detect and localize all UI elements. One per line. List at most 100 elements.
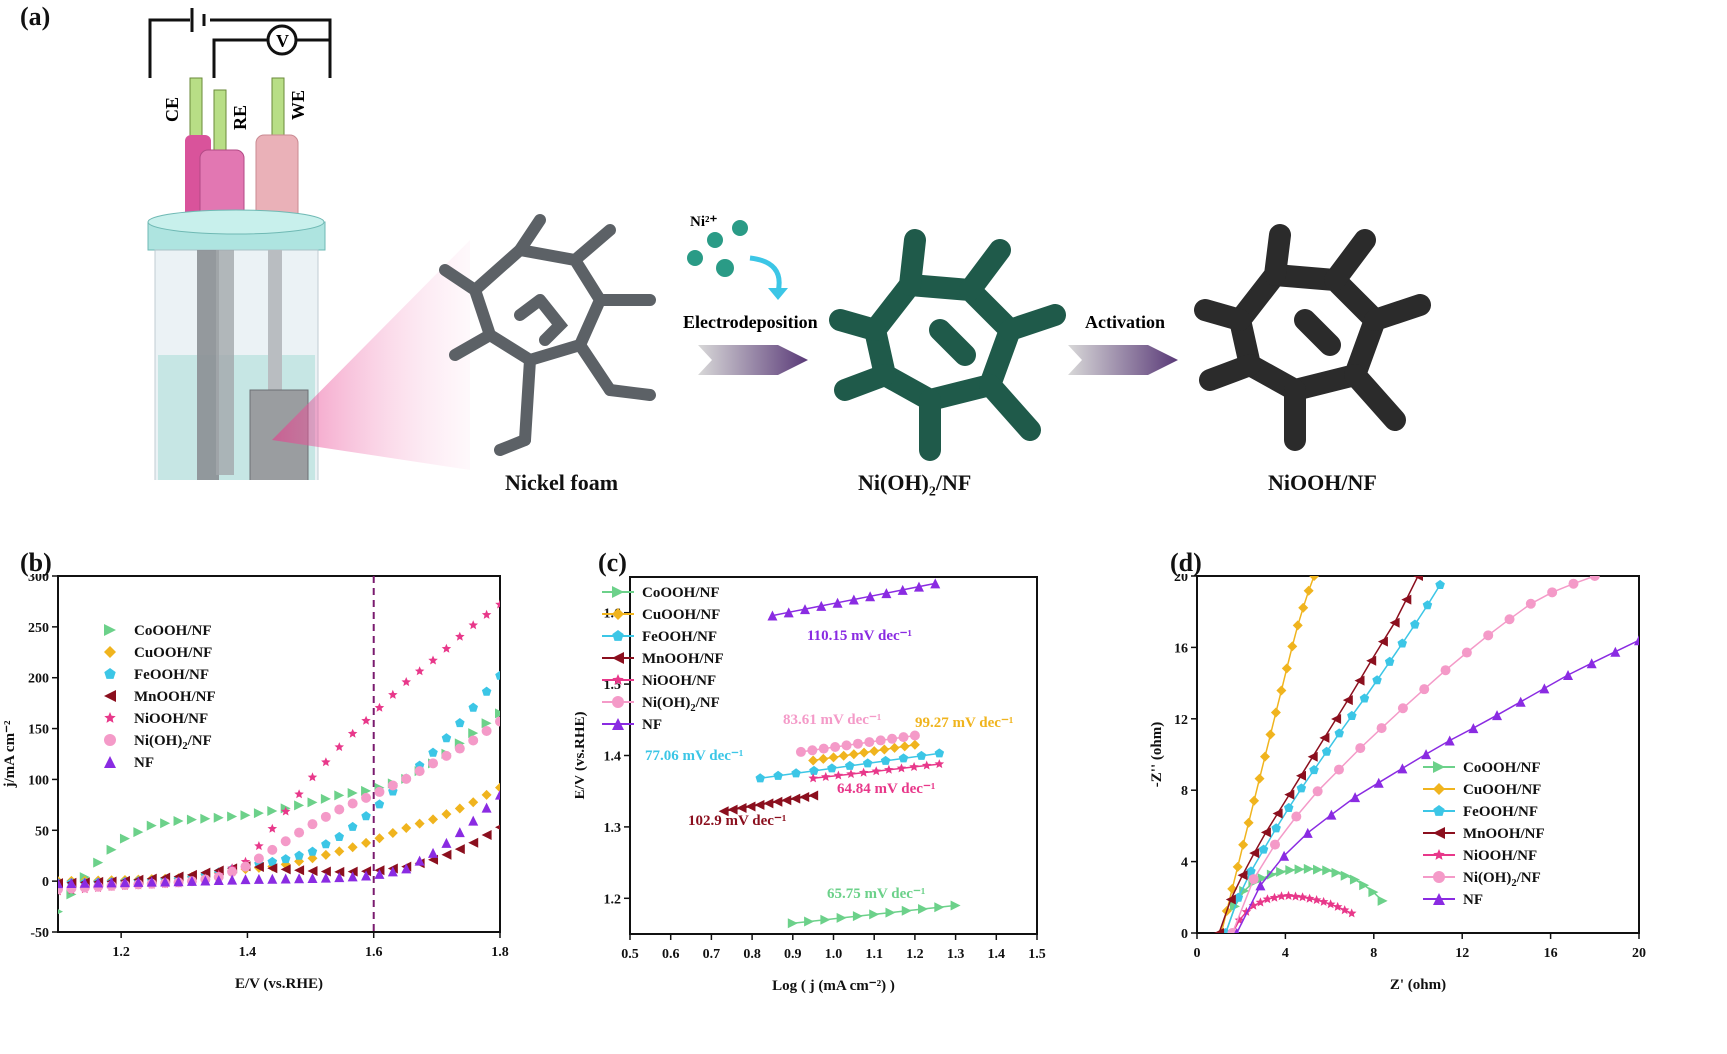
data-point — [1312, 895, 1322, 904]
data-point — [1355, 676, 1365, 686]
data-point — [1374, 778, 1384, 788]
data-point — [254, 874, 264, 884]
legend-label: CuOOH/NF — [1463, 782, 1541, 798]
data-point — [845, 761, 855, 770]
data-point — [1343, 695, 1353, 705]
nioh2-caption: Ni(OH)2/NF — [858, 470, 971, 500]
data-point — [1284, 803, 1294, 812]
data-point — [819, 744, 829, 754]
nioh2-caption-tail: /NF — [936, 470, 971, 495]
x-tick-label: 1.2 — [906, 947, 924, 962]
data-point — [254, 808, 264, 818]
niooh-caption: NiOOH/NF — [1268, 470, 1377, 496]
data-point — [428, 848, 438, 858]
data-point — [890, 743, 900, 753]
data-point — [334, 846, 344, 856]
legend-label: NiOOH/NF — [134, 711, 208, 727]
data-point — [1298, 892, 1308, 901]
legend-label: CuOOH/NF — [642, 607, 720, 623]
data-point — [1468, 723, 1478, 733]
we-label: WE — [288, 90, 308, 120]
curved-arrow — [750, 258, 779, 292]
slope-label: 64.84 mV dec⁻¹ — [837, 781, 935, 797]
x-tick-label: 16 — [1544, 946, 1558, 961]
data-point — [1341, 871, 1351, 881]
legend-marker — [1433, 805, 1444, 816]
y-tick-label: 1.3 — [604, 821, 622, 836]
data-point — [415, 666, 425, 675]
data-point — [482, 687, 492, 696]
series-feoohnf — [53, 671, 505, 888]
legend-label: FeOOH/NF — [134, 667, 209, 683]
data-point — [846, 769, 856, 778]
data-point — [294, 873, 304, 883]
legend-label: FeOOH/NF — [1463, 804, 1538, 820]
data-point — [1423, 600, 1433, 609]
data-point — [428, 758, 438, 768]
legend-label: CuOOH/NF — [134, 645, 212, 661]
legend-marker — [104, 646, 116, 658]
data-point — [1293, 620, 1303, 630]
data-point — [864, 737, 874, 747]
data-point — [884, 765, 894, 774]
x-tick-label: 0.7 — [703, 947, 721, 962]
data-point — [1435, 580, 1445, 589]
data-point — [849, 749, 859, 759]
data-point — [1291, 812, 1301, 822]
re-electrode — [216, 250, 234, 475]
data-point — [1547, 587, 1557, 597]
data-point — [441, 850, 451, 860]
data-point — [935, 759, 945, 768]
data-point — [468, 816, 478, 826]
nioh2-structure — [840, 240, 1055, 450]
data-point — [1377, 723, 1387, 733]
data-point — [200, 814, 210, 824]
data-point — [107, 845, 117, 855]
y-tick-label: 20 — [1174, 574, 1188, 585]
data-point — [348, 788, 358, 798]
legend-label: NF — [642, 717, 662, 733]
data-point — [321, 794, 331, 804]
data-point — [388, 780, 398, 790]
data-point — [1331, 868, 1341, 878]
data-point — [468, 735, 478, 745]
data-point — [859, 768, 869, 777]
data-point — [482, 790, 492, 800]
data-point — [294, 789, 304, 798]
data-point — [773, 771, 783, 780]
y-tick-label: 8 — [1181, 784, 1188, 799]
data-point — [281, 854, 291, 863]
nioh2-caption-sub: 2 — [929, 484, 936, 499]
data-point — [1270, 893, 1280, 902]
data-point — [361, 716, 371, 725]
data-point — [374, 787, 384, 797]
data-point — [1539, 683, 1549, 693]
data-point — [1276, 685, 1286, 695]
ion-dot — [732, 220, 748, 236]
activation-label: Activation — [1085, 312, 1165, 332]
data-point — [737, 803, 747, 813]
x-tick-label: 1.3 — [947, 947, 965, 962]
data-point — [241, 862, 251, 872]
ion-dot — [716, 259, 734, 277]
data-point — [899, 753, 909, 762]
data-point — [781, 795, 791, 805]
data-point — [334, 790, 344, 800]
data-point — [401, 823, 411, 833]
data-point — [281, 836, 291, 846]
series-nioohnf — [53, 600, 505, 896]
data-point — [267, 845, 277, 855]
data-point — [1296, 771, 1306, 781]
data-point — [415, 819, 425, 829]
x-tick-label: 1.4 — [239, 945, 257, 960]
data-point — [1390, 618, 1400, 628]
data-point — [837, 913, 847, 923]
x-tick-label: 20 — [1632, 946, 1646, 961]
data-point — [455, 803, 465, 813]
data-point — [809, 766, 819, 775]
data-point — [321, 839, 331, 848]
data-point — [1263, 894, 1273, 903]
chart-c-tafel: 0.5 0.6 0.7 0.8 0.9 1.0 1.1 1.2 1.3 1.4 1.51.21.31… — [575, 574, 1135, 1054]
data-point — [1634, 635, 1644, 645]
data-point — [934, 902, 944, 912]
